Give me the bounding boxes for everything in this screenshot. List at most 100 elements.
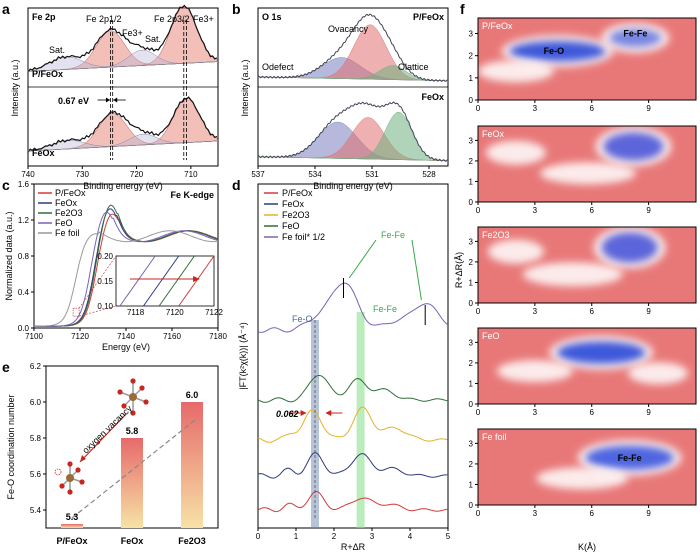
peak-label-fe3plus-2: Fe3+ (193, 14, 214, 24)
panel-a-spectra (27, 4, 219, 160)
wavelet-frame-P/FeOx (477, 17, 697, 101)
panel-e-ticks: 5.4 5.6 5.8 6.0 6.2 (30, 362, 46, 515)
inset-y-tick-0.1: 0.10 (97, 302, 113, 311)
y-tick-label-1.2: 1.2 (18, 216, 30, 225)
zoom-box (72, 307, 80, 317)
bar-value-P/FeOx: 5.3 (66, 512, 79, 522)
y-tick-label-2: 2 (469, 258, 474, 267)
bar-category-FeOx: FeOx (121, 536, 144, 546)
x-tick-label-0: 0 (476, 408, 481, 417)
o1s-envelope-P/FeOx (257, 13, 449, 82)
x-tick-label-7140: 7140 (117, 332, 135, 341)
x-tick-label-537: 537 (251, 170, 265, 179)
x-tick-label-0: 0 (256, 532, 261, 541)
xps-envelope-P/FeOx (27, 4, 218, 73)
x-tick-label-3: 3 (533, 104, 538, 113)
y-tick-label-3: 3 (469, 237, 474, 246)
wavelet-frame-FeOx (477, 125, 697, 203)
wavelet-blob-0 (601, 232, 658, 263)
y-tick-label-2: 2 (469, 52, 474, 61)
panel-f-letter: f (460, 1, 465, 17)
wavelet-frame-Fe2O3 (477, 226, 697, 304)
x-tick-label-4: 4 (408, 532, 413, 541)
legend-label-FeO: FeO (282, 221, 300, 231)
fe-o6-octahedron-icon (117, 378, 149, 416)
panel-d-band-feo-label: Fe-O (292, 314, 313, 324)
panel-d-letter: d (232, 177, 241, 193)
wavelet-halo-2 (478, 60, 554, 83)
ft-line-P/FeOx (257, 490, 448, 513)
x-tick-label-528: 528 (422, 170, 436, 179)
x-tick-label-3: 3 (533, 206, 538, 215)
y-tick-label-0: 0 (469, 400, 474, 409)
wavelet-label-Fe-O-0: Fe-O (544, 46, 565, 56)
inset-arrowhead (193, 276, 200, 282)
panel-d-frame (257, 183, 449, 529)
ft-line-FeOx (257, 452, 448, 479)
x-tick-label-534: 534 (308, 170, 322, 179)
y-tick-label-1.6: 1.6 (18, 180, 30, 189)
inset-line-1 (143, 255, 180, 307)
x-tick-label-6: 6 (590, 307, 595, 316)
wavelet-panel-name-P/FeOx: P/FeOx (482, 21, 513, 31)
panel-a-sample-2: FeOx (32, 148, 55, 158)
x-tick-label-9: 9 (646, 408, 651, 417)
wavelet-map-FeOx (478, 126, 696, 202)
wavelet-blob-1 (609, 28, 662, 47)
x-tick-label-3: 3 (533, 408, 538, 417)
panel-a-x-label: Binding energy (eV) (83, 181, 163, 191)
y-tick-label-0: 0.0 (18, 324, 30, 333)
panel-d-shift-label: 0.062 (276, 409, 299, 419)
x-tick-label-0: 0 (476, 104, 481, 113)
legend-label-Fe2O3: Fe2O3 (55, 208, 83, 218)
panel-d-ticks: 0 1 2 3 4 5 (256, 528, 451, 541)
label-olattice: Olattice (398, 62, 429, 72)
wavelet-map-Fe foil (478, 429, 696, 505)
x-tick-label-9: 9 (646, 104, 651, 113)
x-tick-label-0: 0 (476, 206, 481, 215)
panel-e-letter: e (2, 359, 10, 375)
panel-d-x-label: R+ΔR (341, 542, 366, 552)
legend-label-FeOx: FeOx (282, 199, 305, 209)
panel-b-x-ticks: 537 534 531 528 (251, 166, 436, 179)
panel-e: e 5.3 P/FeOx 5.8 FeOx 6.0 Fe2O3 5.4 5.6 5.8 6.0 6… (2, 359, 219, 546)
wavelet-blob-0 (585, 445, 674, 470)
x-tick-label-2: 2 (332, 532, 337, 541)
wavelet-map-P/FeOx (478, 18, 696, 100)
inset-x-tick-7118: 7118 (127, 308, 145, 317)
panel-c-y-label: Normalized data (a.u.) (4, 211, 14, 300)
x-tick-label-7160: 7160 (163, 332, 181, 341)
x-tick-label-720: 720 (130, 170, 144, 179)
panel-e-y-label: Fe-O coordination number (6, 394, 16, 499)
panel-c-inset: 7118 7120 7122 0.10 0.15 0.20 (72, 252, 223, 317)
x-tick-label-7100: 7100 (25, 332, 43, 341)
peak-label-sat-1: Sat. (49, 45, 65, 55)
fefe-pointer-1 (348, 239, 377, 279)
panel-a-y-label: Intensity (a.u.) (10, 59, 20, 116)
wavelet-halo-1 (536, 467, 629, 490)
shift-arrowhead-r (325, 410, 332, 416)
x-tick-label-3: 3 (533, 509, 538, 518)
panel-c-title: Fe K-edge (170, 190, 214, 200)
wavelet-halo-1 (522, 262, 623, 287)
panel-a-letter: a (2, 1, 10, 17)
panel-d-y-label: |FT(k²χ(k))| (Å⁻⁴) (238, 322, 248, 390)
y-tick-label-2: 2 (469, 157, 474, 166)
y-tick-label-0: 0 (469, 299, 474, 308)
wavelet-map-FeO (478, 328, 696, 404)
panel-f-maps: P/FeOx Fe-O Fe-Fe 0 1 2 3 0 3 6 9 FeOx 0 1 2 3 0 3 6 9 Fe2O3… (469, 17, 697, 518)
wavelet-blob-0 (509, 41, 606, 62)
legend-label-FeO: FeO (55, 218, 73, 228)
bar-Fe2O3 (181, 402, 203, 528)
peak-label-fe2p12: Fe 2p1/2 (86, 14, 122, 24)
x-tick-label-7120: 7120 (71, 332, 89, 341)
y-tick-label-3: 3 (469, 136, 474, 145)
wavelet-halo-2 (628, 362, 689, 385)
wavelet-halo-1 (539, 162, 636, 185)
x-tick-label-730: 730 (76, 170, 90, 179)
x-tick-label-0: 0 (476, 509, 481, 518)
label-ovacancy: Ovacancy (328, 24, 369, 34)
